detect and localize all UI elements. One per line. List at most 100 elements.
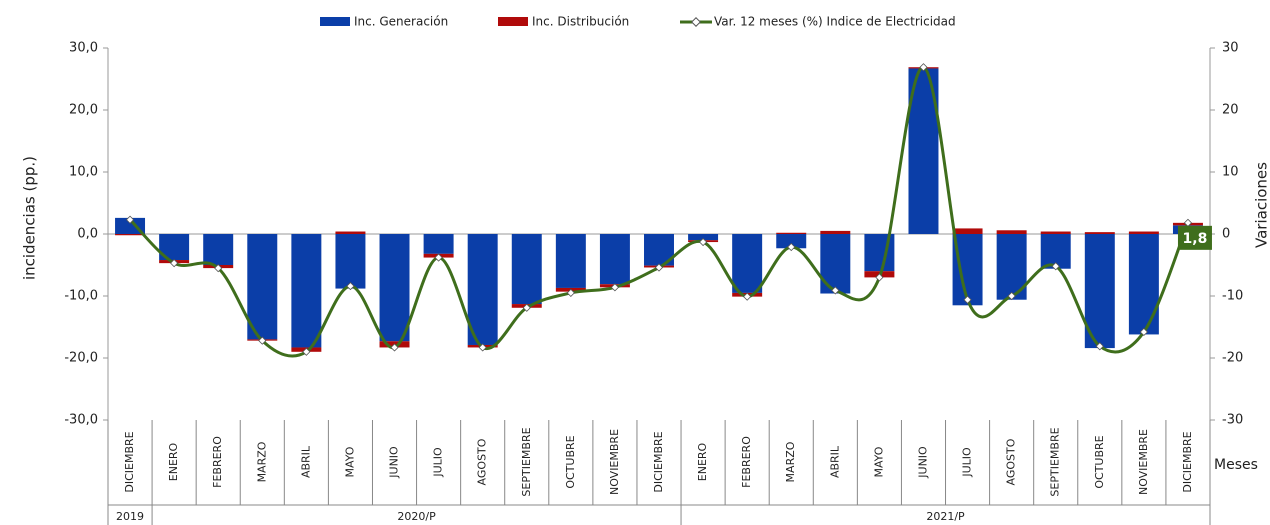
line-marker: [743, 292, 752, 301]
line-marker: [1051, 262, 1060, 271]
bar: [776, 232, 807, 234]
line-marker: [654, 263, 664, 272]
bar: [115, 234, 146, 236]
x-tick-label: MAYO: [872, 446, 885, 477]
line-marker: [919, 63, 928, 72]
line-marker: [1183, 218, 1193, 227]
bar: [247, 234, 278, 340]
bar: [335, 234, 366, 289]
value-label: 1,8: [1183, 231, 1208, 247]
y-tick-label: -30,0: [64, 413, 98, 428]
x-tick-label: SEPTIEMBRE: [520, 427, 533, 496]
x-tick-label: ABRIL: [299, 445, 312, 478]
y-tick-label: 0,0: [77, 227, 98, 242]
y2-tick-label: -30: [1222, 413, 1243, 428]
bar: [203, 234, 234, 265]
line-marker: [302, 347, 311, 356]
line-marker: [875, 273, 884, 282]
group-label: 2020/P: [397, 510, 436, 523]
line-marker: [698, 237, 708, 247]
line: [128, 65, 1190, 358]
x-tick-label: DICIEMBRE: [652, 431, 665, 492]
bar: [820, 230, 851, 234]
y2-tick-label: 30: [1222, 41, 1239, 56]
x-tick-label: JULIO: [961, 447, 974, 478]
bar: [511, 234, 542, 305]
x-tick-label: FEBRERO: [211, 436, 224, 488]
x-tick-label: ABRIL: [828, 445, 841, 478]
value-label-box: [1177, 225, 1212, 250]
legend-label: Inc. Distribución: [532, 15, 629, 29]
line-marker: [258, 336, 267, 345]
x-tick-label: FEBRERO: [740, 436, 753, 488]
bar: [1128, 231, 1159, 234]
line-marker: [478, 343, 487, 352]
line-marker: [566, 288, 575, 298]
line-marker: [434, 253, 443, 262]
bar: [1084, 232, 1115, 234]
group-label: 2021/P: [926, 510, 965, 523]
line-marker: [831, 286, 840, 295]
line-marker: [346, 281, 355, 291]
x-tick-label: JUNIO: [916, 446, 929, 479]
x-tick-label: MARZO: [784, 441, 797, 482]
y-tick-label: -20,0: [64, 351, 98, 366]
bar: [423, 234, 454, 254]
y2-axis-title: Variaciones: [1253, 162, 1270, 248]
y2-tick-label: -10: [1222, 289, 1243, 304]
group-label: 2019: [116, 510, 144, 523]
y2-tick-label: -20: [1222, 351, 1243, 366]
x-tick-label: DICIEMBRE: [1181, 431, 1194, 492]
line-marker: [1139, 327, 1148, 337]
y-tick-label: -10,0: [64, 289, 98, 304]
x-tick-label: NOVIEMBRE: [608, 429, 621, 495]
y-tick-label: 30,0: [69, 41, 98, 56]
x-tick-label: DICIEMBRE: [123, 431, 136, 492]
x-tick-label: JUNIO: [388, 446, 401, 479]
line-marker: [125, 215, 135, 224]
x-axis-title: Meses: [1214, 457, 1258, 473]
x-tick-label: JULIO: [432, 447, 445, 478]
bar: [379, 234, 410, 342]
bar: [1128, 234, 1159, 335]
bar: [996, 230, 1027, 234]
x-tick-label: OCTUBRE: [1093, 435, 1106, 488]
bar: [688, 234, 719, 241]
legend-swatch: [320, 17, 350, 26]
x-tick-label: AGOSTO: [476, 438, 489, 485]
x-tick-label: NOVIEMBRE: [1137, 429, 1150, 495]
line-marker: [610, 283, 620, 292]
bar: [776, 234, 807, 249]
x-tick-label: MAYO: [343, 446, 356, 477]
x-tick-label: ENERO: [696, 442, 709, 481]
x-tick-label: ENERO: [167, 442, 180, 481]
legend-label: Var. 12 meses (%) Indice de Electricidad: [714, 15, 956, 29]
bar: [599, 234, 630, 285]
y-tick-label: 20,0: [69, 103, 98, 118]
line-marker: [963, 295, 972, 304]
bar: [1040, 231, 1071, 234]
bar: [291, 234, 322, 348]
line-marker: [522, 303, 531, 312]
bar: [335, 231, 366, 234]
legend-label: Inc. Generación: [354, 15, 448, 29]
bar: [467, 234, 498, 345]
line-marker: [170, 259, 179, 268]
legend-swatch: [498, 17, 528, 26]
line-marker: [1007, 291, 1016, 301]
x-tick-label: OCTUBRE: [564, 435, 577, 488]
bar: [952, 228, 983, 234]
line-marker: [214, 263, 223, 273]
x-tick-label: MARZO: [255, 441, 268, 482]
y-tick-label: 10,0: [69, 165, 98, 180]
line-marker: [1095, 342, 1104, 351]
y2-tick-label: 20: [1222, 103, 1239, 118]
bar: [820, 234, 851, 294]
y2-tick-label: 0: [1222, 227, 1230, 242]
line-marker: [390, 343, 399, 352]
legend-marker: [691, 17, 701, 27]
x-tick-label: AGOSTO: [1005, 438, 1018, 485]
y2-tick-label: 10: [1222, 165, 1239, 180]
line-marker: [787, 242, 796, 252]
